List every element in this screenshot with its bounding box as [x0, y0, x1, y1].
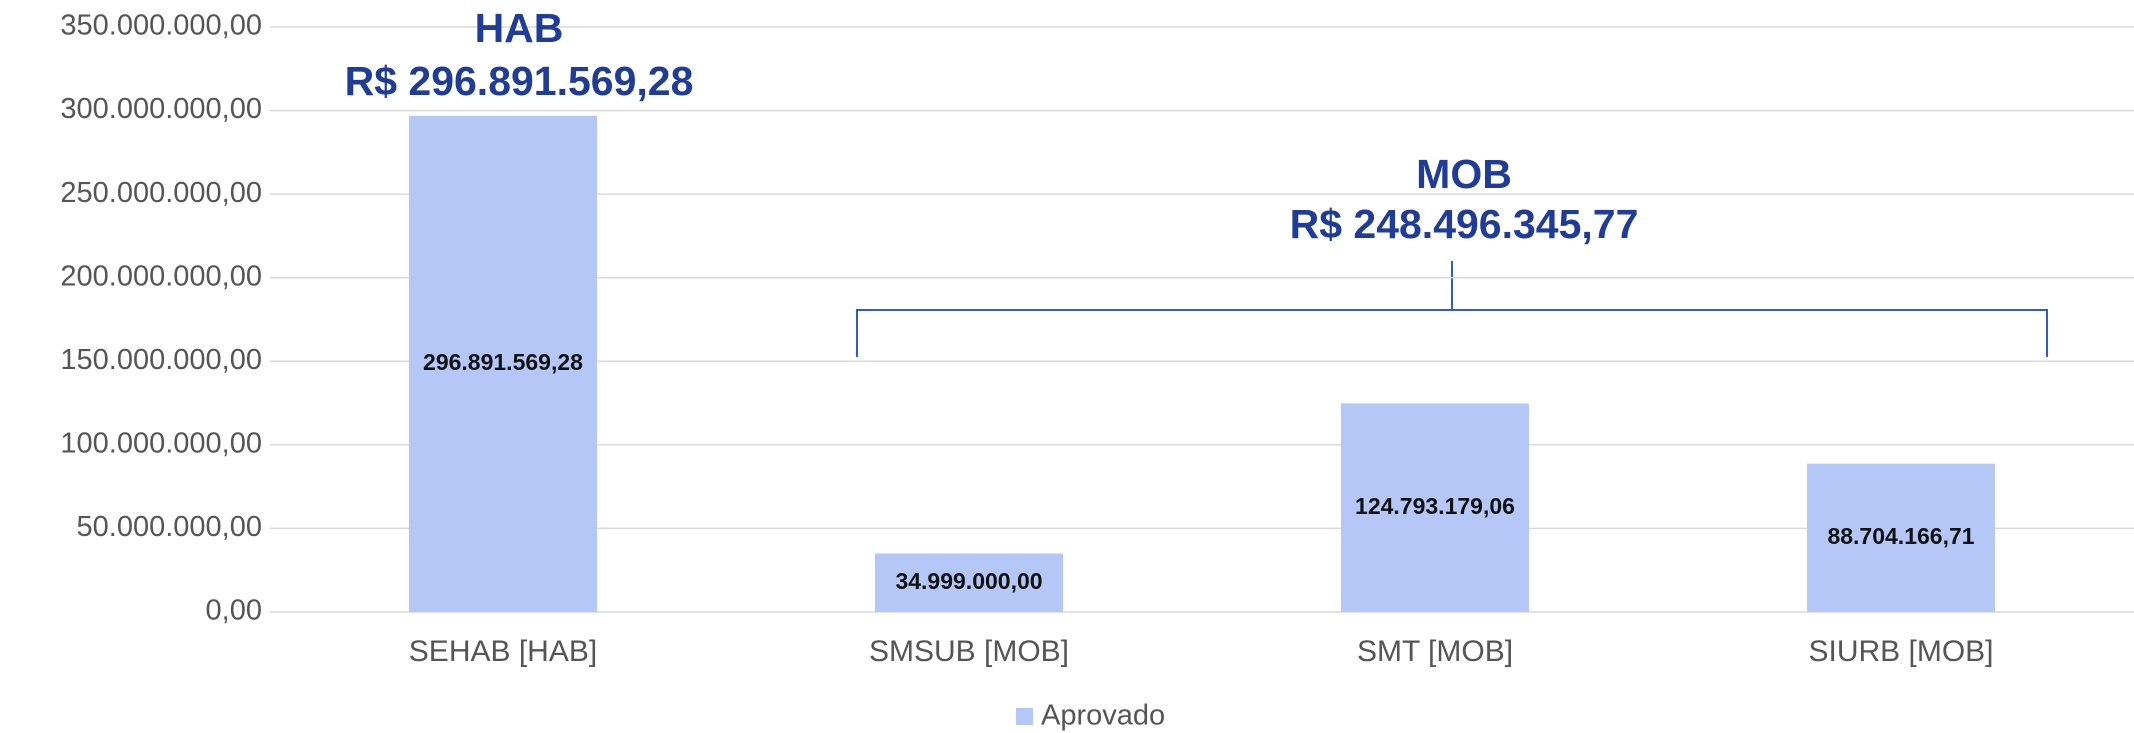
y-tick-label: 200.000.000,00: [60, 260, 262, 292]
y-tick-label: 350.000.000,00: [60, 10, 262, 42]
bar: [1341, 403, 1529, 612]
y-tick-label: 50.000.000,00: [77, 511, 262, 543]
y-tick-label: 250.000.000,00: [60, 177, 262, 209]
annotation: R$ 296.891.569,28: [345, 58, 694, 104]
legend-swatch: [1016, 708, 1033, 725]
x-tick-label: SMT [MOB]: [1357, 635, 1513, 668]
annotation: HAB: [475, 5, 564, 51]
bar: [1807, 463, 1995, 612]
y-tick-label: 0,00: [206, 595, 262, 627]
y-tick-label: 100.000.000,00: [60, 428, 262, 460]
data-label: 124.793.179,06: [1355, 493, 1515, 519]
bar: [875, 553, 1063, 612]
x-tick-label: SMSUB [MOB]: [869, 635, 1069, 668]
y-tick-label: 300.000.000,00: [60, 93, 262, 125]
data-label: 88.704.166,71: [1827, 523, 1974, 549]
bar: [409, 115, 597, 613]
bracket: [856, 261, 2048, 357]
data-label: 34.999.000,00: [895, 568, 1042, 594]
legend-label: Aprovado: [1041, 700, 1165, 732]
x-tick-label: SIURB [MOB]: [1808, 635, 1993, 668]
y-tick-label: 150.000.000,00: [60, 344, 262, 376]
annotation: MOB: [1416, 151, 1512, 197]
data-label: 296.891.569,28: [423, 349, 583, 375]
annotation: R$ 248.496.345,77: [1290, 201, 1639, 247]
x-tick-label: SEHAB [HAB]: [409, 635, 597, 668]
bracket-line: [856, 261, 2048, 357]
